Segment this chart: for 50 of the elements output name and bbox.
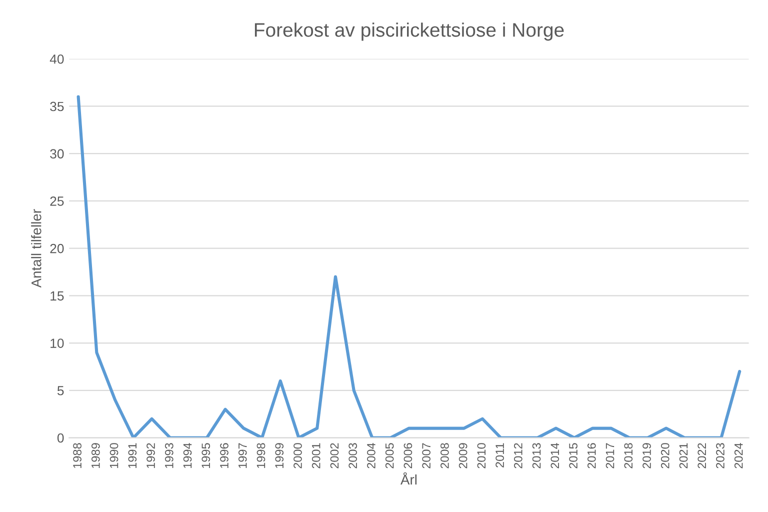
x-tick-label: 2016 — [587, 443, 596, 468]
x-tick-label: 1993 — [164, 443, 174, 468]
x-tick-label: 2010 — [477, 443, 486, 468]
x-tick-label: 2006 — [404, 443, 412, 468]
x-axis-title: Årl — [400, 472, 417, 484]
x-tick-label: 1997 — [238, 443, 247, 468]
x-tick-label: 2014 — [550, 442, 560, 468]
y-tick-label: 30 — [50, 149, 64, 159]
x-tick-label: 2004 — [367, 442, 376, 468]
x-tick-label: 2015 — [569, 443, 578, 468]
x-tick-label: 2000 — [294, 443, 302, 468]
x-tick-label: 1999 — [275, 443, 284, 468]
chart-title: Forekost av piscirickettsiose i Norge — [254, 22, 564, 41]
y-tick-label: 10 — [50, 338, 64, 348]
x-tick-label: 1992 — [146, 443, 155, 468]
y-tick-label: 35 — [50, 102, 64, 112]
y-tick-label: 5 — [57, 386, 64, 396]
x-tick-label: 2001 — [312, 443, 320, 468]
x-tick-label: 2005 — [385, 443, 394, 468]
x-tick-label: 2017 — [606, 443, 614, 468]
x-tick-label: 2007 — [422, 443, 430, 468]
y-tick-label: 0 — [57, 433, 64, 443]
x-tick-label: 1995 — [202, 443, 210, 468]
y-tick-label: 20 — [50, 244, 64, 254]
x-tick-label: 1991 — [128, 443, 137, 468]
x-tick-label: 2020 — [660, 443, 670, 468]
x-tick-label: 2023 — [716, 443, 724, 468]
x-tick-label: 2024 — [734, 442, 743, 468]
y-tick-label: 15 — [50, 291, 64, 301]
x-tick-label: 1988 — [73, 443, 82, 468]
x-tick-label: 2003 — [348, 443, 358, 468]
y-tick-label: 40 — [50, 54, 64, 64]
x-tick-label: 2013 — [532, 443, 541, 468]
x-tick-label: 1994 — [183, 442, 192, 468]
y-tick-label: 25 — [50, 196, 64, 206]
x-tick-label: 2012 — [514, 443, 522, 468]
x-tick-label: 2011 — [496, 443, 504, 468]
x-tick-label: 2019 — [642, 443, 651, 468]
x-tick-label: 1990 — [110, 443, 118, 468]
x-tick-label: 2018 — [624, 443, 633, 468]
x-tick-label: 2002 — [330, 443, 339, 468]
x-tick-label: 2021 — [679, 443, 688, 468]
x-tick-label: 2022 — [698, 443, 706, 468]
line-series — [76, 95, 742, 438]
x-tick-label: 1998 — [256, 443, 266, 468]
x-tick-label: 2009 — [458, 443, 468, 468]
x-tick-label: 1996 — [220, 443, 228, 468]
y-axis-title: Antall tilfeller — [31, 209, 42, 288]
x-tick-label: 1989 — [91, 443, 100, 468]
x-tick-label: 2008 — [440, 443, 449, 468]
